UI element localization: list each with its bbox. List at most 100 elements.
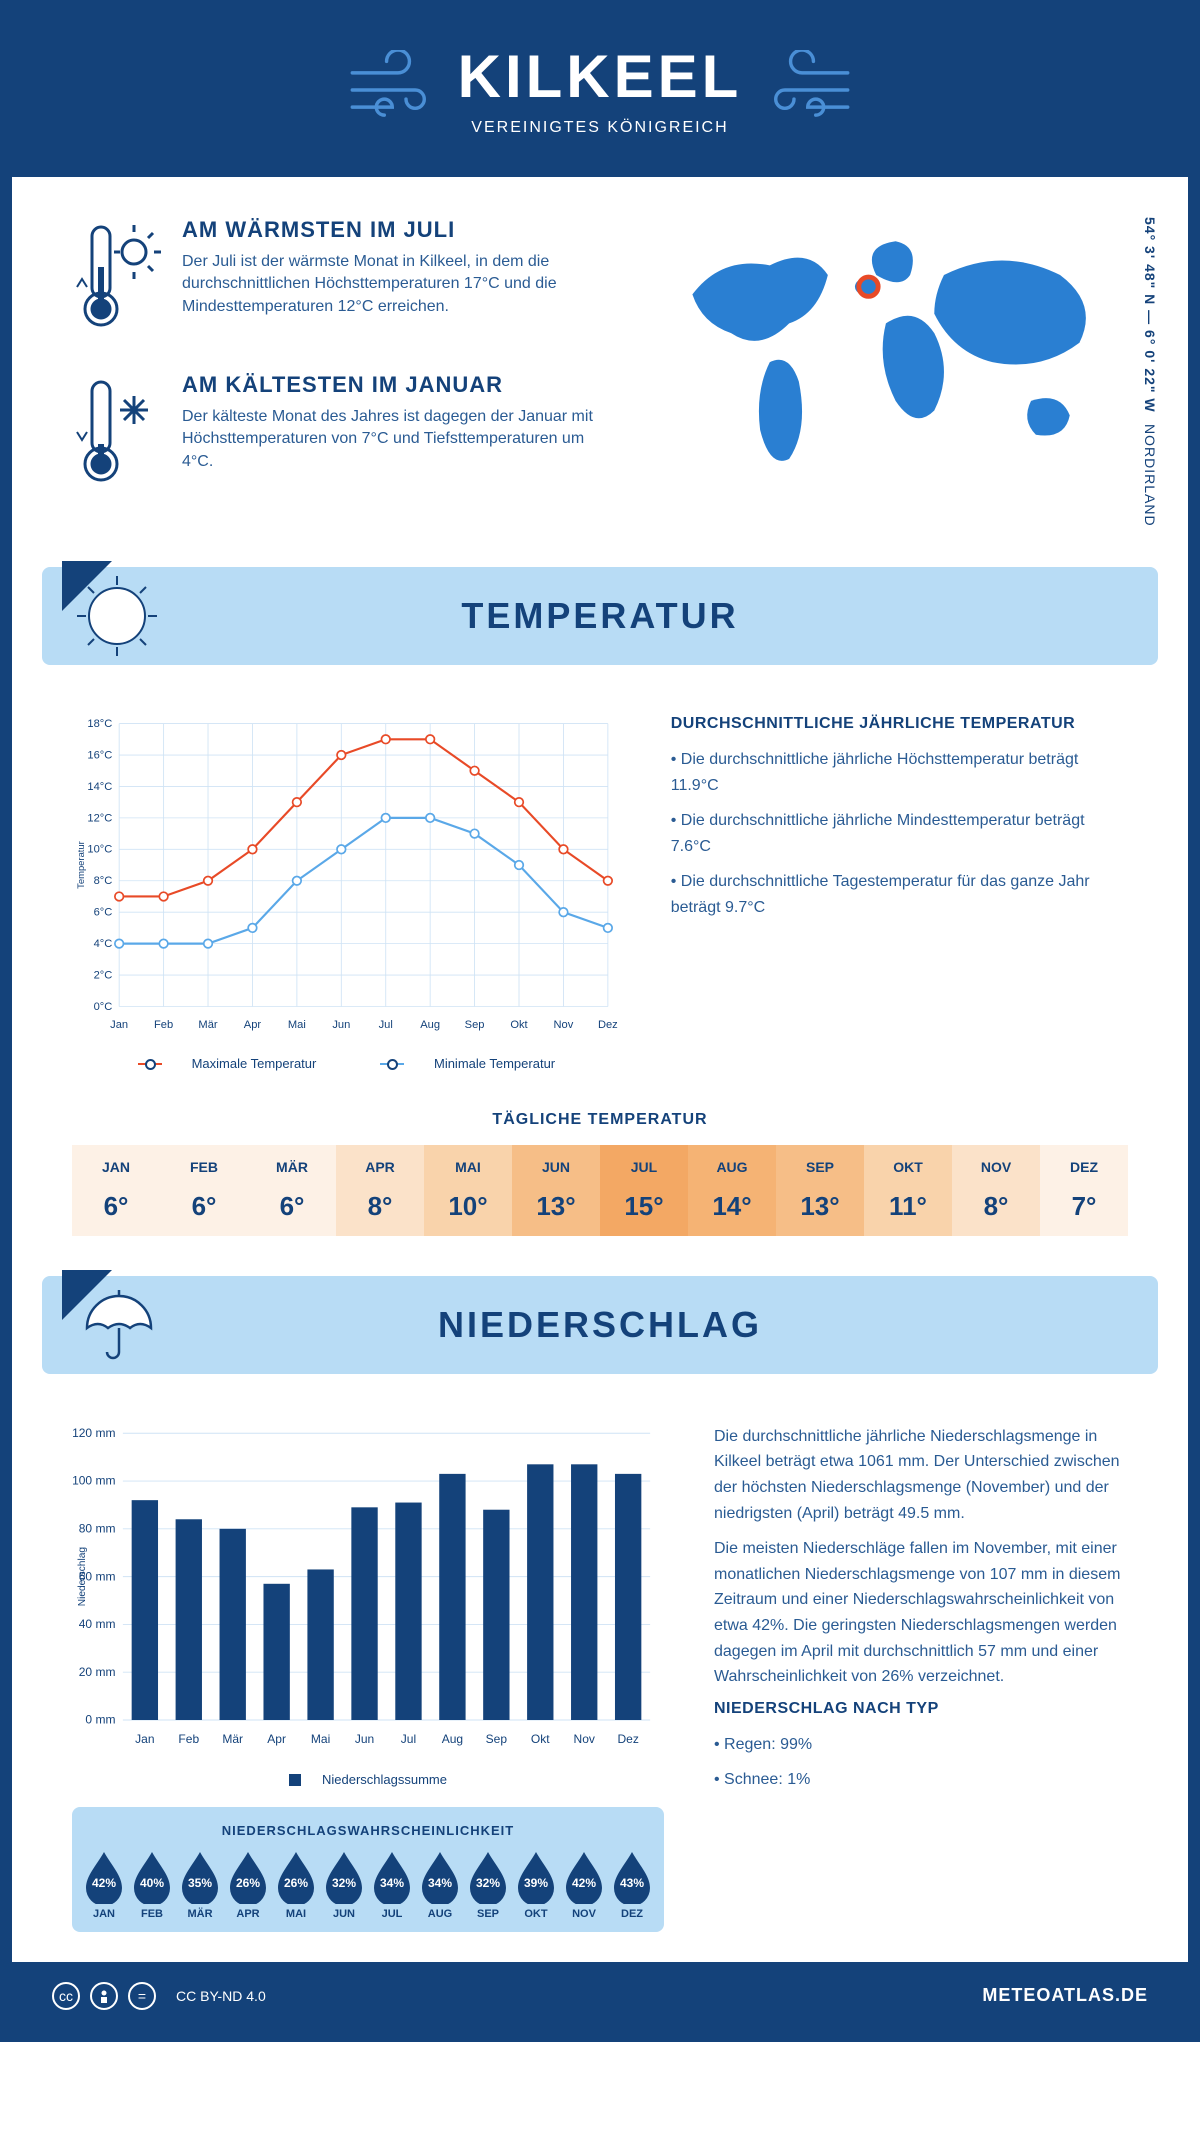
svg-text:Temperatur: Temperatur bbox=[75, 841, 86, 889]
svg-text:Mär: Mär bbox=[198, 1019, 217, 1031]
svg-text:Jul: Jul bbox=[379, 1019, 393, 1031]
coldest-block: AM KÄLTESTEN IM JANUAR Der kälteste Mona… bbox=[72, 372, 604, 497]
svg-text:Dez: Dez bbox=[598, 1019, 618, 1031]
daily-cell: AUG14° bbox=[688, 1145, 776, 1236]
probability-drop: 32%JUN bbox=[322, 1850, 366, 1920]
probability-drop: 35%MÄR bbox=[178, 1850, 222, 1920]
probability-title: NIEDERSCHLAGSWAHRSCHEINLICHKEIT bbox=[82, 1823, 654, 1838]
svg-text:Nov: Nov bbox=[574, 1732, 595, 1746]
daily-cell: FEB6° bbox=[160, 1145, 248, 1236]
temperature-section-header: TEMPERATUR bbox=[42, 567, 1158, 665]
daily-temp-table: JAN6°FEB6°MÄR6°APR8°MAI10°JUN13°JUL15°AU… bbox=[72, 1145, 1128, 1236]
probability-drop: 40%FEB bbox=[130, 1850, 174, 1920]
precip-para-1: Die durchschnittliche jährliche Niedersc… bbox=[714, 1424, 1128, 1526]
warmest-title: AM WÄRMSTEN IM JULI bbox=[182, 217, 604, 243]
svg-text:Okt: Okt bbox=[531, 1732, 550, 1746]
page: KILKEEL VEREINIGTES KÖNIGREICH bbox=[0, 0, 1200, 2042]
wind-icon-left bbox=[338, 50, 458, 130]
daily-cell: MAI10° bbox=[424, 1145, 512, 1236]
svg-text:Apr: Apr bbox=[267, 1732, 286, 1746]
wind-icon-right bbox=[742, 50, 862, 130]
svg-text:8°C: 8°C bbox=[94, 875, 113, 887]
probability-drop: 42%JAN bbox=[82, 1850, 126, 1920]
svg-text:Jul: Jul bbox=[401, 1732, 416, 1746]
temperature-chart: 0°C2°C4°C6°C8°C10°C12°C14°C16°C18°CJanFe… bbox=[72, 715, 621, 1071]
precip-para-2: Die meisten Niederschläge fallen im Nove… bbox=[714, 1536, 1128, 1690]
svg-text:12°C: 12°C bbox=[87, 812, 112, 824]
svg-text:16°C: 16°C bbox=[87, 749, 112, 761]
region-label: NORDIRLAND bbox=[1142, 424, 1158, 527]
svg-text:Mai: Mai bbox=[311, 1732, 330, 1746]
warmest-body: Der Juli ist der wärmste Monat in Kilkee… bbox=[182, 251, 604, 318]
probability-drop: 34%JUL bbox=[370, 1850, 414, 1920]
svg-text:Feb: Feb bbox=[154, 1019, 173, 1031]
svg-text:Apr: Apr bbox=[244, 1019, 262, 1031]
probability-drop: 43%DEZ bbox=[610, 1850, 654, 1920]
daily-cell: NOV8° bbox=[952, 1145, 1040, 1236]
svg-text:14°C: 14°C bbox=[87, 781, 112, 793]
temp-bullet-1: Die durchschnittliche jährliche Höchstte… bbox=[671, 747, 1128, 798]
daily-cell: DEZ7° bbox=[1040, 1145, 1128, 1236]
warmest-block: AM WÄRMSTEN IM JULI Der Juli ist der wär… bbox=[72, 217, 604, 342]
probability-drop: 42%NOV bbox=[562, 1850, 606, 1920]
svg-text:18°C: 18°C bbox=[87, 718, 112, 730]
svg-text:Jun: Jun bbox=[332, 1019, 350, 1031]
svg-text:2°C: 2°C bbox=[94, 969, 113, 981]
svg-text:10°C: 10°C bbox=[87, 844, 112, 856]
precipitation-heading: NIEDERSCHLAG bbox=[438, 1304, 762, 1346]
precip-legend: Niederschlagssumme bbox=[72, 1772, 664, 1787]
header-text: KILKEEL VEREINIGTES KÖNIGREICH bbox=[458, 42, 743, 137]
precip-type-1: Regen: 99% bbox=[714, 1732, 1128, 1758]
probability-drop: 26%APR bbox=[226, 1850, 270, 1920]
thermometer-cold-icon bbox=[72, 372, 162, 497]
temperature-summary: DURCHSCHNITTLICHE JÄHRLICHE TEMPERATUR D… bbox=[671, 715, 1128, 1071]
header: KILKEEL VEREINIGTES KÖNIGREICH bbox=[12, 12, 1188, 177]
coldest-body: Der kälteste Monat des Jahres ist dagege… bbox=[182, 406, 604, 473]
coordinates: 54° 3' 48" N — 6° 0' 22" W NORDIRLAND bbox=[1142, 217, 1158, 526]
probability-box: NIEDERSCHLAGSWAHRSCHEINLICHKEIT 42%JAN40… bbox=[72, 1807, 664, 1932]
precipitation-section-header: NIEDERSCHLAG bbox=[42, 1276, 1158, 1374]
thermometer-hot-icon bbox=[72, 217, 162, 342]
temperature-chart-row: 0°C2°C4°C6°C8°C10°C12°C14°C16°C18°CJanFe… bbox=[12, 685, 1188, 1081]
svg-text:20 mm: 20 mm bbox=[79, 1665, 116, 1679]
svg-text:4°C: 4°C bbox=[94, 938, 113, 950]
precipitation-summary: Die durchschnittliche jährliche Niedersc… bbox=[714, 1424, 1128, 1932]
svg-text:Niederschlag: Niederschlag bbox=[77, 1547, 88, 1606]
license-block: cc = CC BY-ND 4.0 bbox=[52, 1982, 266, 2010]
probability-drop: 39%OKT bbox=[514, 1850, 558, 1920]
svg-text:Sep: Sep bbox=[486, 1732, 508, 1746]
coldest-text: AM KÄLTESTEN IM JANUAR Der kälteste Mona… bbox=[182, 372, 604, 497]
precipitation-chart: 0 mm20 mm40 mm60 mm80 mm100 mm120 mmJanF… bbox=[72, 1424, 664, 1757]
by-icon bbox=[90, 1982, 118, 2010]
precip-type-title: NIEDERSCHLAG NACH TYP bbox=[714, 1700, 1128, 1718]
svg-text:Jan: Jan bbox=[135, 1732, 154, 1746]
daily-cell: MÄR6° bbox=[248, 1145, 336, 1236]
svg-text:120 mm: 120 mm bbox=[72, 1426, 115, 1440]
cc-icon: cc bbox=[52, 1982, 80, 2010]
probability-drop: 26%MAI bbox=[274, 1850, 318, 1920]
svg-text:Jun: Jun bbox=[355, 1732, 374, 1746]
temperature-heading: TEMPERATUR bbox=[461, 595, 738, 637]
svg-text:80 mm: 80 mm bbox=[79, 1521, 116, 1535]
legend-min: Minimale Temperatur bbox=[365, 1056, 570, 1071]
daily-cell: APR8° bbox=[336, 1145, 424, 1236]
temp-side-title: DURCHSCHNITTLICHE JÄHRLICHE TEMPERATUR bbox=[671, 715, 1128, 733]
world-map bbox=[644, 217, 1128, 493]
probability-drop: 34%AUG bbox=[418, 1850, 462, 1920]
svg-text:Dez: Dez bbox=[617, 1732, 638, 1746]
svg-text:100 mm: 100 mm bbox=[72, 1474, 115, 1488]
intro-text-column: AM WÄRMSTEN IM JULI Der Juli ist der wär… bbox=[72, 217, 604, 527]
sun-icon bbox=[72, 571, 162, 661]
daily-cell: JUL15° bbox=[600, 1145, 688, 1236]
svg-text:Aug: Aug bbox=[420, 1019, 440, 1031]
site-name: METEOATLAS.DE bbox=[982, 1985, 1148, 2006]
precipitation-chart-col: 0 mm20 mm40 mm60 mm80 mm100 mm120 mmJanF… bbox=[72, 1424, 664, 1932]
svg-text:Okt: Okt bbox=[510, 1019, 528, 1031]
probability-drops: 42%JAN40%FEB35%MÄR26%APR26%MAI32%JUN34%J… bbox=[82, 1850, 654, 1920]
svg-text:0 mm: 0 mm bbox=[85, 1712, 115, 1726]
footer: cc = CC BY-ND 4.0 METEOATLAS.DE bbox=[12, 1962, 1188, 2030]
umbrella-icon bbox=[72, 1280, 162, 1370]
legend-max: Maximale Temperatur bbox=[123, 1056, 332, 1071]
page-subtitle: VEREINIGTES KÖNIGREICH bbox=[458, 119, 743, 137]
svg-text:Mai: Mai bbox=[288, 1019, 306, 1031]
